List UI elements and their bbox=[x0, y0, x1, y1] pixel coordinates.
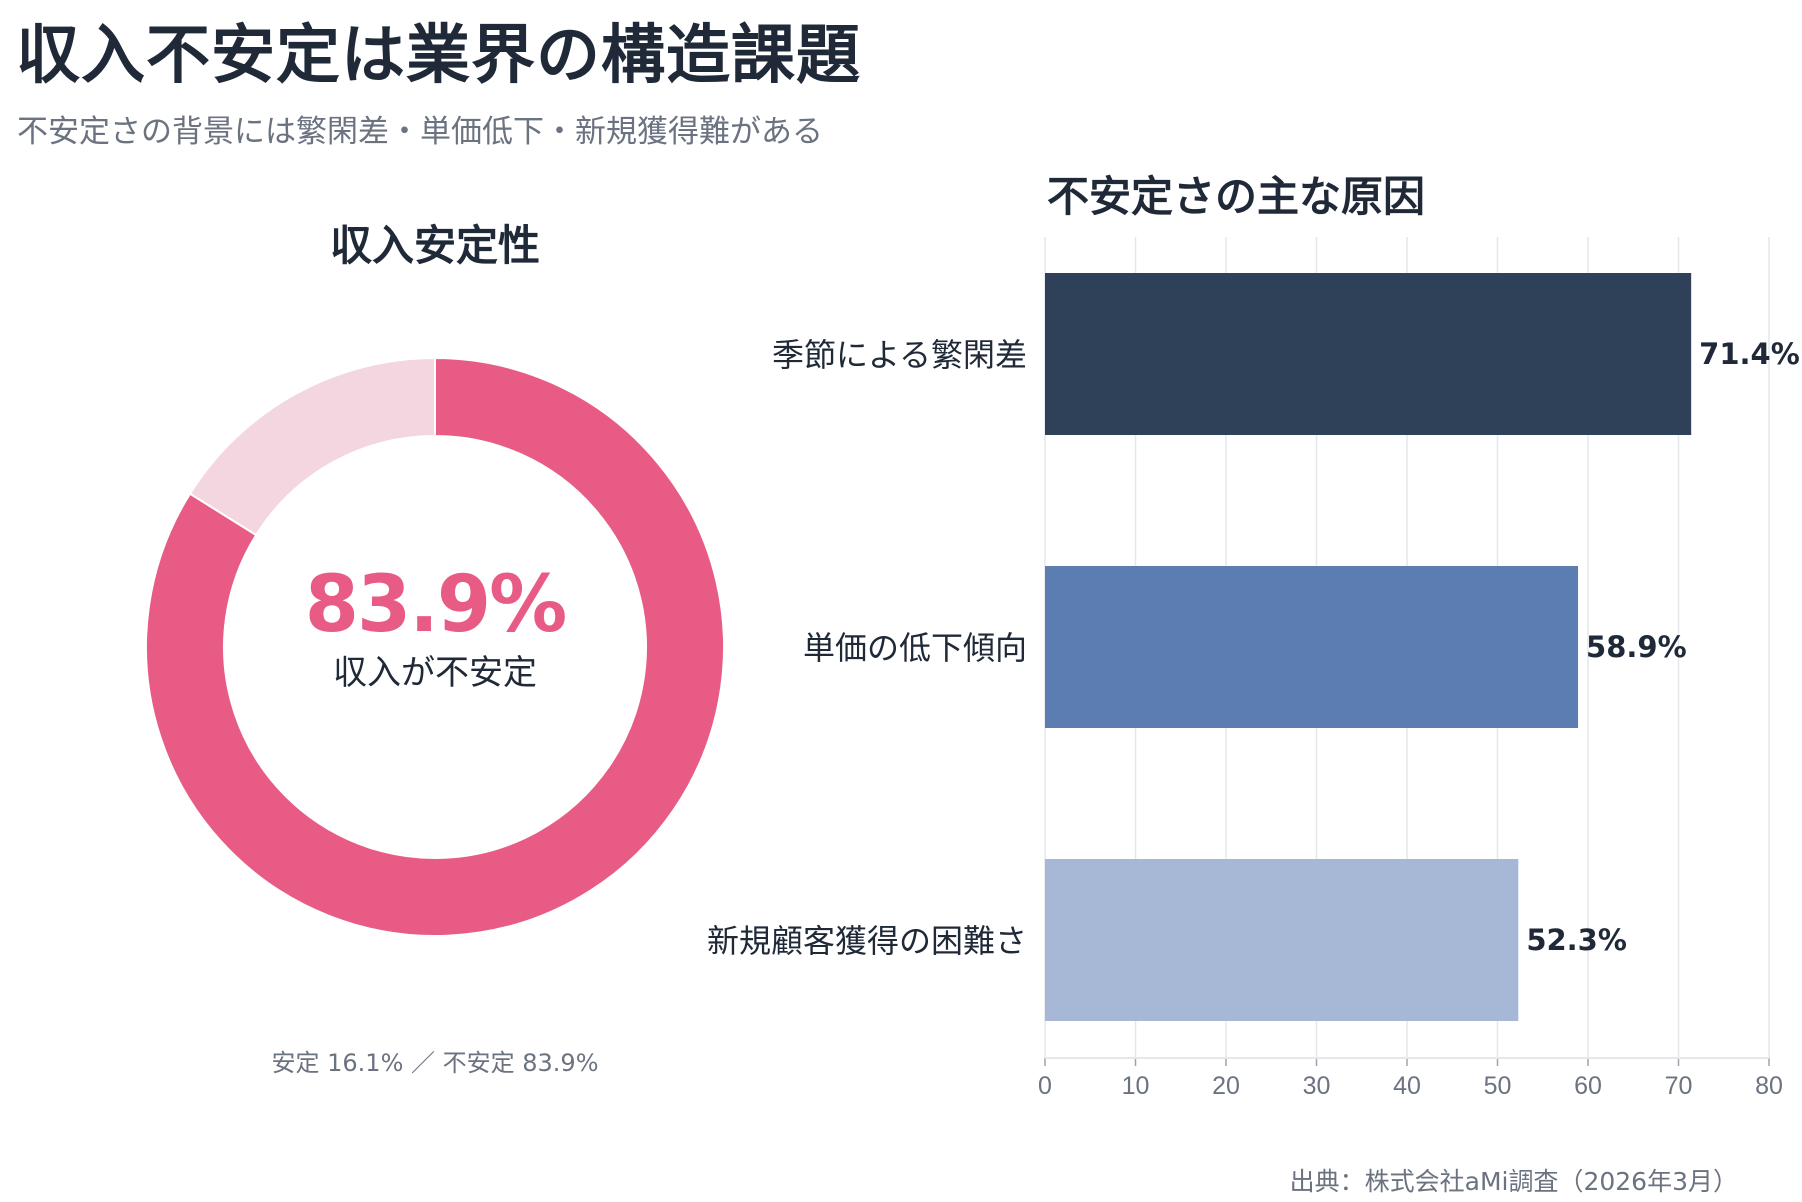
x-tick-label: 60 bbox=[1574, 1072, 1602, 1100]
bar-chart-title: 不安定さの主な原因 bbox=[1047, 172, 1426, 221]
donut-slice-unstable bbox=[145, 356, 725, 937]
bar-value-label: 58.9% bbox=[1586, 630, 1687, 664]
category-label: 新規顧客獲得の困難さ bbox=[707, 922, 1027, 960]
donut-slice-stable bbox=[188, 356, 436, 537]
donut-center-value: 83.9% bbox=[304, 560, 568, 650]
donut-caption: 安定 16.1% ／ 不安定 83.9% bbox=[271, 1049, 599, 1077]
x-tick-label: 70 bbox=[1665, 1072, 1693, 1100]
bar bbox=[1045, 566, 1579, 728]
bar-value-label: 52.3% bbox=[1526, 923, 1627, 957]
category-label: 季節による繁閑差 bbox=[772, 336, 1027, 374]
x-tick-label: 30 bbox=[1303, 1072, 1331, 1100]
bar bbox=[1045, 273, 1692, 435]
x-tick-label: 50 bbox=[1484, 1072, 1512, 1100]
x-tick-label: 0 bbox=[1038, 1072, 1052, 1100]
category-label: 単価の低下傾向 bbox=[803, 629, 1027, 667]
donut-center-label: 収入が不安定 bbox=[333, 653, 537, 693]
source-note: 出典：株式会社aMi調査（2026年3月） bbox=[1289, 1167, 1738, 1196]
bar bbox=[1045, 859, 1519, 1021]
page-title: 収入不安定は業界の構造課題 bbox=[16, 19, 861, 93]
x-tick-label: 10 bbox=[1122, 1072, 1150, 1100]
donut-chart-title: 収入安定性 bbox=[329, 221, 540, 270]
page-subtitle: 不安定さの背景には繁閑差・単価低下・新規獲得難がある bbox=[17, 114, 823, 150]
donut-chart bbox=[145, 356, 725, 937]
x-tick-label: 40 bbox=[1393, 1072, 1421, 1100]
x-tick-label: 20 bbox=[1212, 1072, 1240, 1100]
bar-value-label: 71.4% bbox=[1699, 337, 1800, 371]
x-tick-label: 80 bbox=[1755, 1072, 1783, 1100]
